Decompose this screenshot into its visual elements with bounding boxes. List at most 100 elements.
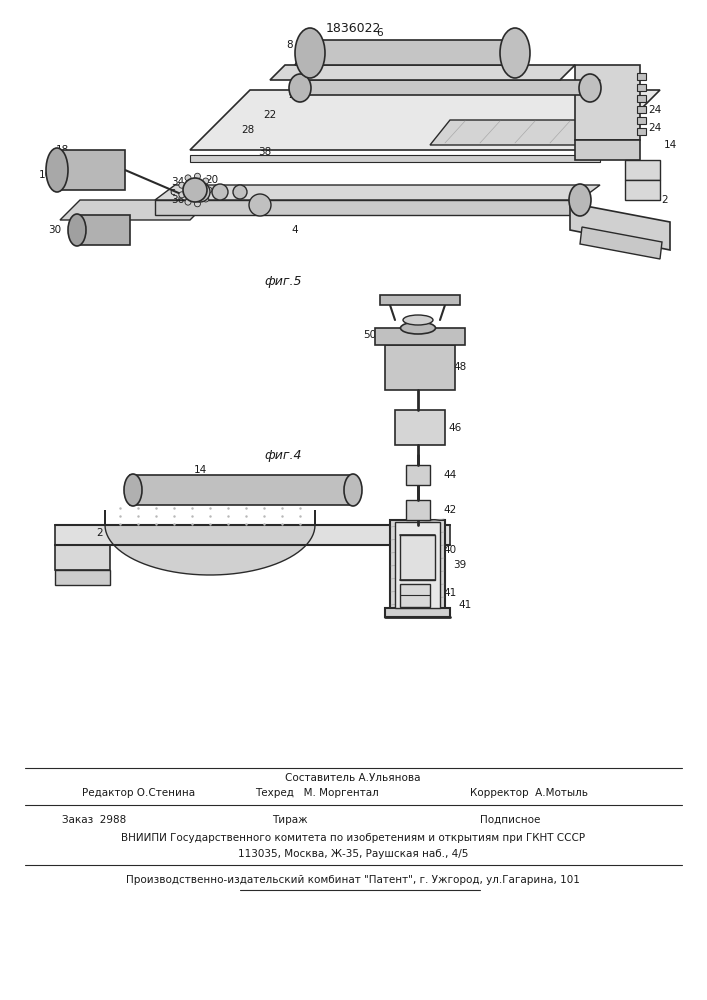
Bar — [637, 73, 646, 80]
Text: 46: 46 — [448, 423, 462, 433]
Circle shape — [206, 187, 212, 193]
Circle shape — [179, 182, 185, 188]
Text: 14: 14 — [194, 465, 206, 475]
Text: 30: 30 — [49, 225, 62, 235]
Polygon shape — [75, 215, 130, 245]
Bar — [637, 95, 646, 102]
Circle shape — [233, 185, 247, 199]
Text: 39: 39 — [453, 560, 467, 570]
Polygon shape — [295, 40, 525, 65]
Text: 2: 2 — [97, 528, 103, 538]
Bar — [637, 106, 646, 113]
Circle shape — [194, 201, 200, 207]
Circle shape — [194, 173, 200, 179]
Text: 16: 16 — [38, 170, 52, 180]
Polygon shape — [190, 90, 660, 150]
Text: 41: 41 — [443, 588, 457, 598]
Ellipse shape — [46, 148, 68, 192]
Text: Производственно-издательский комбинат "Патент", г. Ужгород, ул.Гагарина, 101: Производственно-издательский комбинат "П… — [126, 875, 580, 885]
Circle shape — [179, 192, 185, 198]
Text: 44: 44 — [443, 470, 457, 480]
Bar — [637, 117, 646, 124]
Polygon shape — [625, 180, 660, 200]
Polygon shape — [385, 345, 455, 390]
Text: Составитель А.Ульянова: Составитель А.Ульянова — [285, 773, 421, 783]
Text: 40: 40 — [443, 545, 457, 555]
Text: Редактор О.Стенина: Редактор О.Стенина — [82, 788, 195, 798]
Ellipse shape — [124, 474, 142, 506]
Text: 24: 24 — [648, 105, 662, 115]
Polygon shape — [55, 525, 450, 545]
Polygon shape — [406, 500, 430, 520]
Circle shape — [190, 182, 210, 202]
Ellipse shape — [400, 322, 436, 334]
Polygon shape — [625, 160, 660, 180]
Text: Подписное: Подписное — [480, 815, 540, 825]
Polygon shape — [385, 608, 450, 617]
Ellipse shape — [579, 74, 601, 102]
Text: c: c — [169, 187, 175, 197]
Text: 22: 22 — [264, 110, 276, 120]
Polygon shape — [130, 475, 355, 505]
Polygon shape — [430, 120, 610, 145]
Ellipse shape — [403, 315, 433, 325]
Text: 22: 22 — [363, 75, 377, 85]
Text: 42: 42 — [443, 505, 457, 515]
Text: 26: 26 — [288, 90, 302, 100]
Polygon shape — [105, 510, 315, 575]
Polygon shape — [55, 545, 110, 570]
Ellipse shape — [344, 474, 362, 506]
Polygon shape — [395, 522, 440, 608]
Ellipse shape — [289, 74, 311, 102]
Polygon shape — [155, 200, 580, 215]
Ellipse shape — [569, 184, 591, 216]
Polygon shape — [406, 465, 430, 485]
Circle shape — [203, 196, 209, 202]
Polygon shape — [270, 65, 575, 80]
Polygon shape — [580, 227, 662, 259]
Text: 41: 41 — [458, 600, 472, 610]
Text: 8: 8 — [286, 40, 293, 50]
Polygon shape — [55, 150, 125, 190]
Text: 10: 10 — [469, 55, 481, 65]
Text: 113035, Москва, Ж-35, Раушская наб., 4/5: 113035, Москва, Ж-35, Раушская наб., 4/5 — [238, 849, 468, 859]
Polygon shape — [155, 185, 600, 200]
Ellipse shape — [500, 28, 530, 78]
Polygon shape — [570, 203, 670, 250]
Ellipse shape — [295, 28, 325, 78]
Polygon shape — [380, 295, 460, 305]
Polygon shape — [390, 520, 445, 610]
Polygon shape — [575, 140, 640, 160]
Text: 20: 20 — [206, 175, 218, 185]
Polygon shape — [290, 80, 600, 95]
Circle shape — [212, 184, 228, 200]
Text: 34: 34 — [171, 177, 185, 187]
Text: фиг.4: фиг.4 — [264, 448, 302, 462]
Text: Корректор  А.Мотыль: Корректор А.Мотыль — [470, 788, 588, 798]
Text: 24: 24 — [363, 87, 377, 97]
Text: 18: 18 — [55, 145, 69, 155]
Circle shape — [249, 194, 271, 216]
Text: Тираж: Тираж — [272, 815, 308, 825]
Ellipse shape — [68, 214, 86, 246]
Text: 28: 28 — [241, 125, 255, 135]
Text: ВНИИПИ Государственного комитета по изобретениям и открытиям при ГКНТ СССР: ВНИИПИ Государственного комитета по изоб… — [121, 833, 585, 843]
Text: 12: 12 — [533, 75, 547, 85]
Text: 24: 24 — [648, 123, 662, 133]
Text: 2: 2 — [662, 195, 668, 205]
Circle shape — [183, 178, 207, 202]
Polygon shape — [190, 155, 600, 162]
Text: Заказ  2988: Заказ 2988 — [62, 815, 127, 825]
Polygon shape — [375, 328, 465, 345]
Text: 48: 48 — [453, 362, 467, 372]
Text: фиг.5: фиг.5 — [264, 275, 302, 288]
Text: 50: 50 — [363, 330, 377, 340]
Polygon shape — [575, 65, 640, 140]
Text: Техред   М. Моргентал: Техред М. Моргентал — [255, 788, 379, 798]
Text: 1836022: 1836022 — [325, 21, 380, 34]
Polygon shape — [400, 584, 430, 607]
Bar — [637, 128, 646, 135]
Polygon shape — [395, 410, 445, 445]
Polygon shape — [60, 200, 210, 220]
Bar — [637, 84, 646, 91]
